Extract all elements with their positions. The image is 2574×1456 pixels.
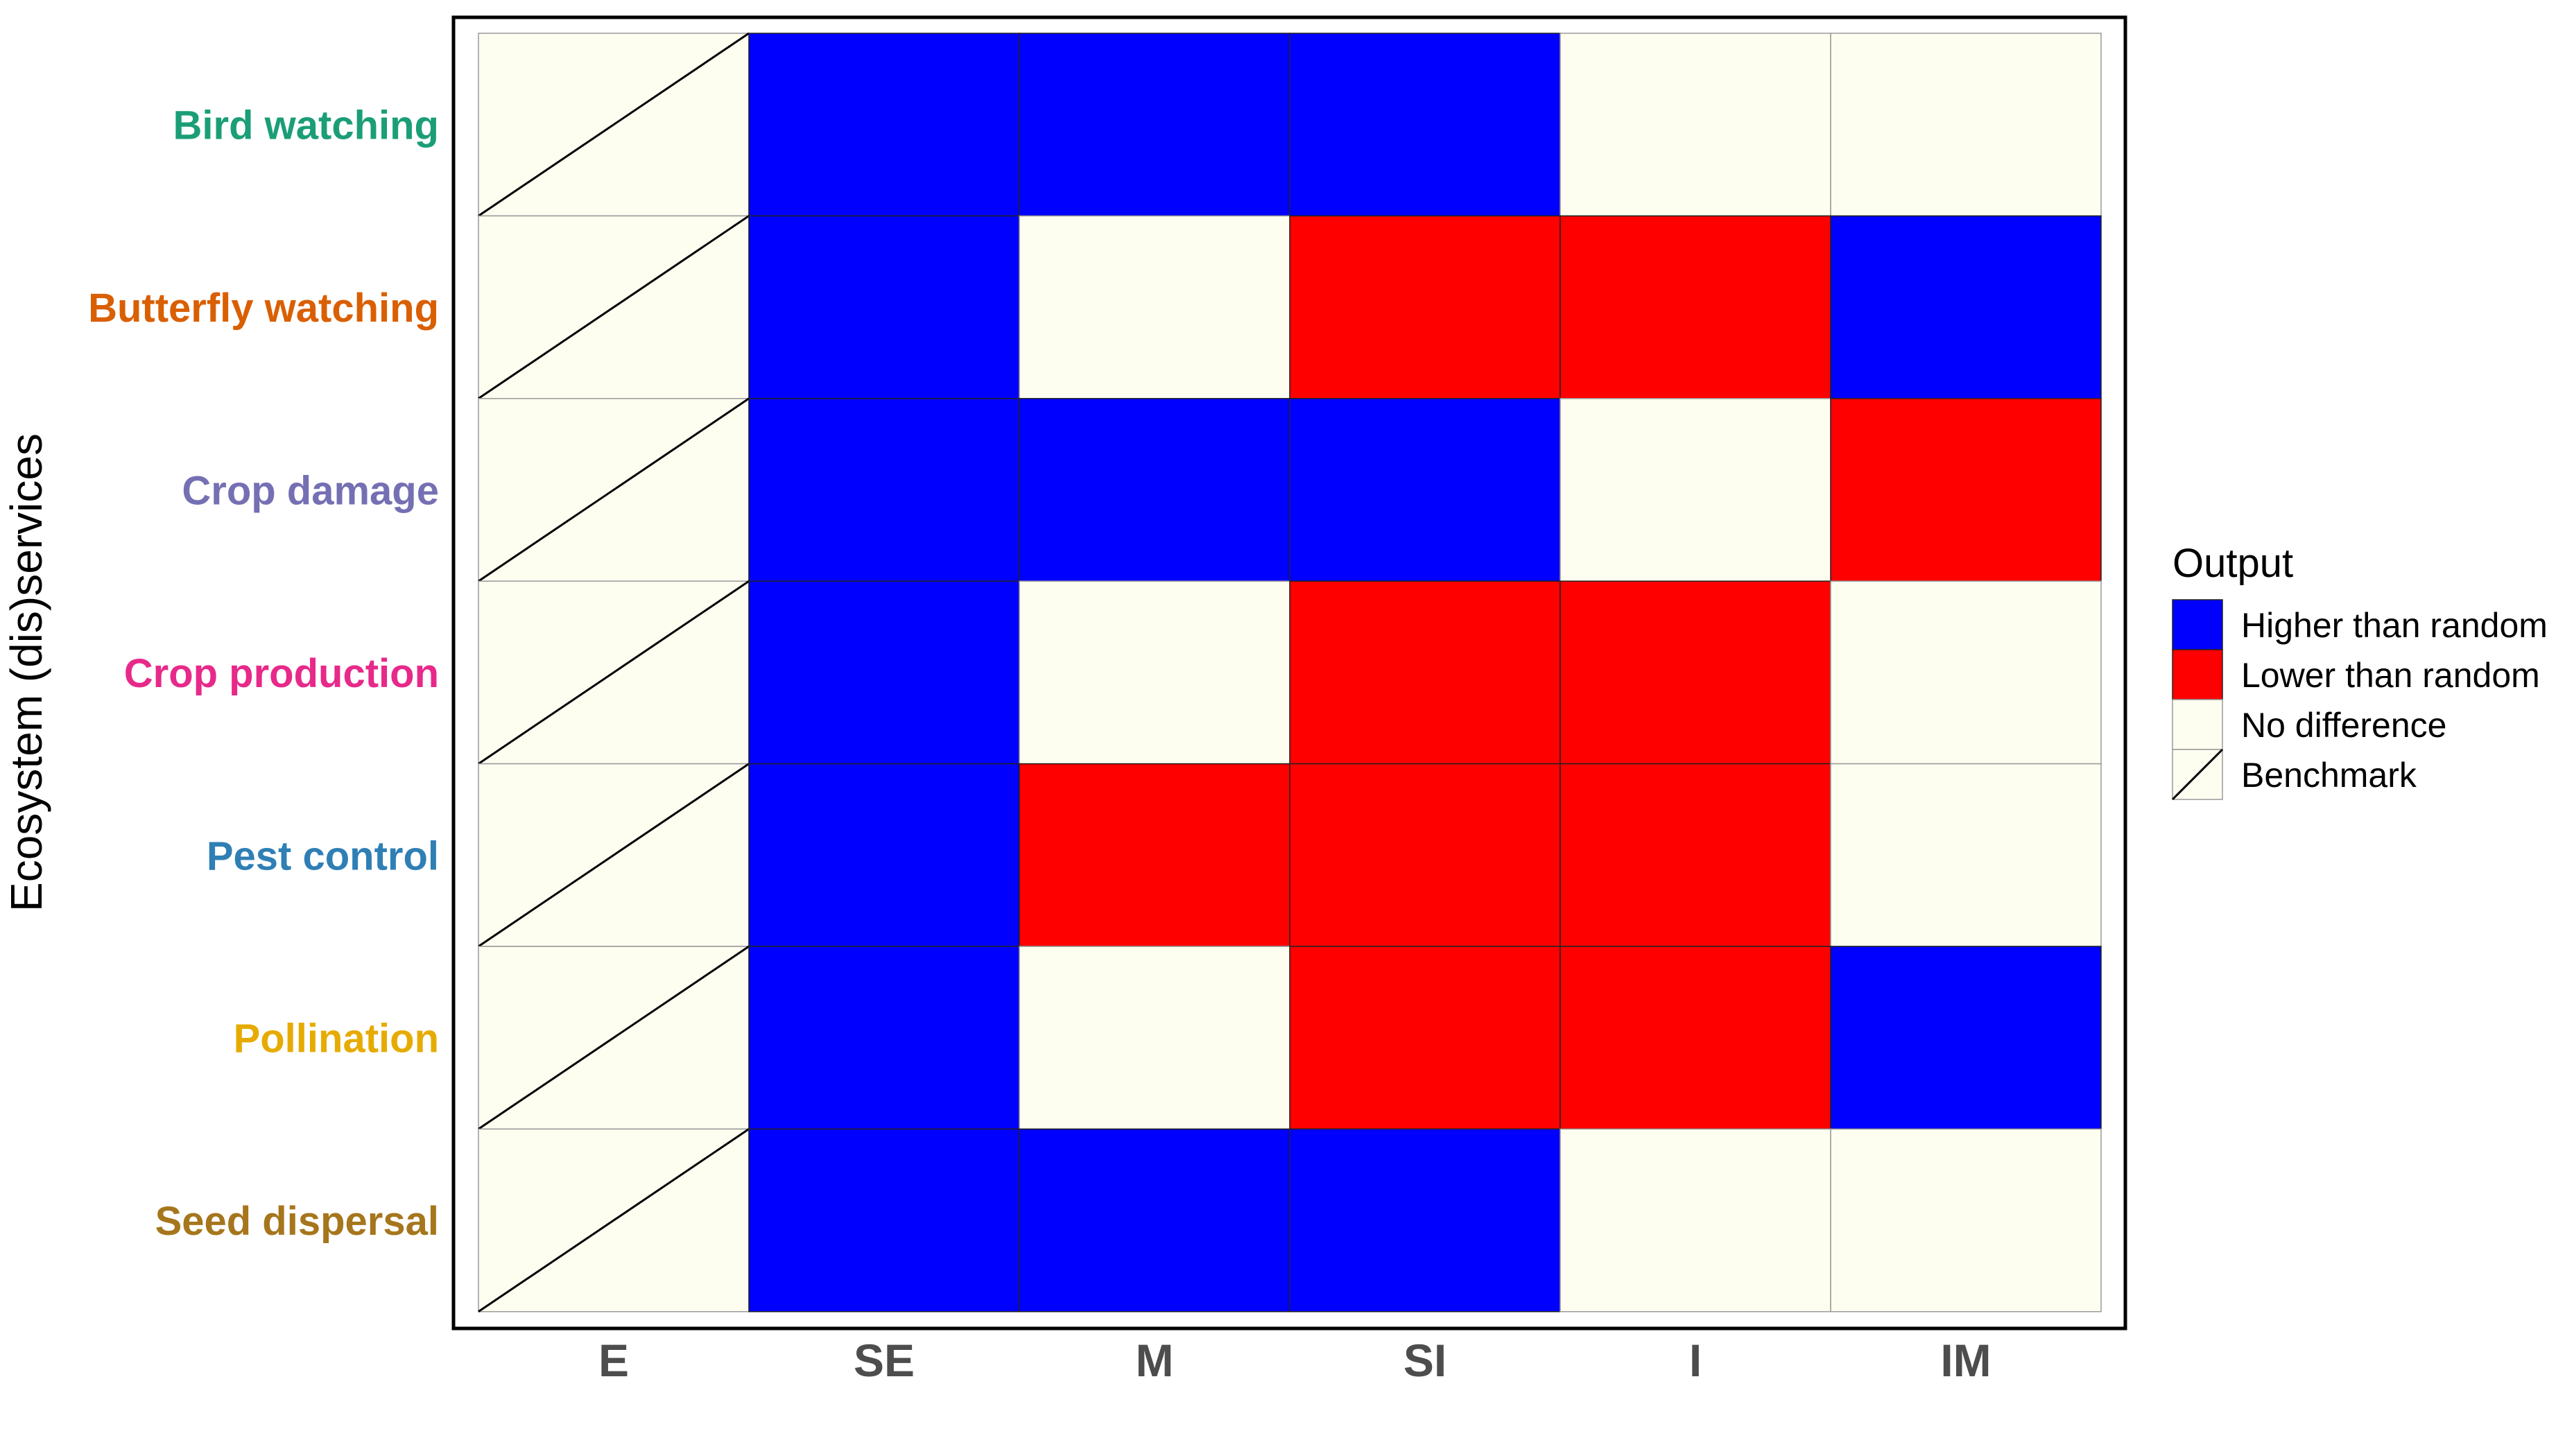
column-labels: E SE M SI I IM [598,1335,1992,1386]
heatmap-cell-butterfly-watching-si [1289,215,1561,399]
y-axis-label: Ecosystem (dis)services [1,433,51,912]
heatmap-cell-seed-dispersal-si [1289,1128,1561,1312]
heatmap-cell-seed-dispersal-im [1830,1128,2102,1312]
benchmark-diagonal [478,580,750,765]
heatmap-cell-crop-damage-im [1830,398,2102,582]
column-label: M [1136,1335,1174,1386]
panel-border [451,15,2127,1331]
heatmap-cell-butterfly-watching-m [1019,215,1290,399]
column-label: SI [1403,1335,1446,1386]
legend-label-none: No difference [2241,706,2446,745]
heatmap-cell-pest-control-si [1289,763,1561,947]
heatmap-cell-crop-production-si [1289,580,1561,765]
legend-key-higher [2172,599,2223,650]
heatmap-cell-pest-control-i [1560,763,1831,947]
column-label: IM [1940,1335,1991,1386]
benchmark-diagonal [478,397,750,582]
heatmap-cell-seed-dispersal-i [1560,1128,1831,1312]
heatmap-cell-seed-dispersal-m [1019,1128,1290,1312]
heatmap-cell-pollination-im [1830,946,2102,1130]
heatmap-cell-crop-production-se [748,580,1020,765]
heatmap-cell-pest-control-im [1830,763,2102,947]
row-label: Crop production [124,651,439,696]
heatmap-cell-butterfly-watching-i [1560,215,1831,399]
row-label: Bird watching [173,103,439,148]
heatmap-cell-seed-dispersal-se [748,1128,1020,1312]
benchmark-diagonal [478,215,750,400]
heatmap-cell-pollination-si [1289,946,1561,1130]
legend-key-lower [2172,649,2223,700]
heatmap-cell-crop-production-im [1830,580,2102,765]
heatmap-cell-bird-watching-im [1830,33,2102,217]
heatmap-cell-crop-production-m [1019,580,1290,765]
legend-title: Output [2173,541,2293,586]
heatmap-cells [478,32,2102,1313]
column-label: I [1689,1335,1702,1386]
heatmap-cell-crop-damage-m [1019,398,1290,582]
heatmap-cell-butterfly-watching-se [748,215,1020,399]
legend-benchmark-diagonal [2171,748,2224,801]
legend-items: Higher than random Lower than random No di… [2171,599,2548,801]
row-label: Pest control [207,833,439,878]
heatmap-cell-bird-watching-i [1560,33,1831,217]
row-label: Pollination [234,1016,439,1061]
heatmap-cell-pollination-se [748,946,1020,1130]
benchmark-diagonal [478,763,750,948]
row-label: Seed dispersal [155,1199,439,1244]
heatmap-cell-pollination-i [1560,946,1831,1130]
heatmap-cell-crop-damage-si [1289,398,1561,582]
heatmap-cell-bird-watching-se [748,33,1020,217]
legend-key-none [2172,699,2223,750]
heatmap-cell-crop-damage-i [1560,398,1831,582]
row-labels: Bird watching Butterfly watching Crop dama… [88,103,439,1244]
column-label: SE [854,1335,915,1386]
heatmap-cell-crop-production-i [1560,580,1831,765]
heatmap-cell-bird-watching-m [1019,33,1290,217]
legend-label-higher: Higher than random [2241,606,2548,645]
heatmap-cell-pollination-m [1019,946,1290,1130]
legend: Output Higher than random Lower than rand… [2171,541,2548,801]
benchmark-diagonal [478,32,750,217]
row-label: Butterfly watching [88,286,439,331]
heatmap-cell-pest-control-se [748,763,1020,947]
legend-label-benchmark: Benchmark [2241,756,2417,795]
benchmark-diagonal [478,945,750,1130]
heatmap-cell-crop-damage-se [748,398,1020,582]
benchmark-diagonal [478,1128,750,1313]
heatmap-cell-pest-control-m [1019,763,1290,947]
heatmap-cell-butterfly-watching-im [1830,215,2102,399]
heatmap-cell-bird-watching-si [1289,33,1561,217]
row-label: Crop damage [182,469,439,514]
legend-label-lower: Lower than random [2241,656,2540,695]
column-label: E [598,1335,629,1386]
